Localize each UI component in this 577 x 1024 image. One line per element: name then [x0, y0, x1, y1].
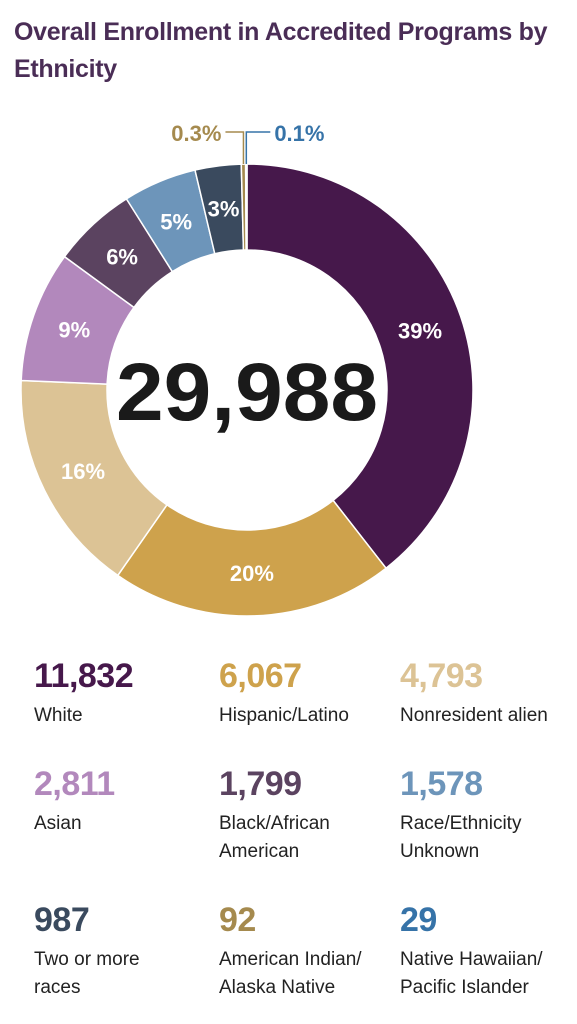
stat-number: 29: [400, 901, 437, 939]
stat-native-hawaiian-pacific-islander: 29 Native Hawaiian/Pacific Islander: [400, 900, 570, 1002]
donut-chart: 39% 20% 16% 9% 6% 5% 3% 0.3% 0.1% 29,988: [20, 121, 474, 617]
stat-number: 2,811: [34, 765, 115, 803]
stat-label: Nonresident alien: [400, 705, 548, 726]
callout-line: [245, 131, 271, 165]
stat-number: 92: [219, 901, 256, 939]
stat-black-african-american: 1,799 Black/African American: [219, 764, 389, 866]
stat-number: 4,793: [400, 657, 483, 695]
slice-percent-label: 20%: [230, 561, 274, 586]
stat-number: 11,832: [34, 657, 134, 695]
stat-label: Race/Ethnicity Unknown: [400, 813, 522, 862]
chart-title: Overall Enrollment in Accredited Program…: [14, 18, 548, 83]
slice-percent-label: 5%: [160, 209, 192, 234]
slice-percent-label: 3%: [208, 197, 240, 222]
total-label: 29,988: [116, 347, 378, 438]
stat-label: Hispanic/Latino: [219, 705, 349, 726]
callout-line: [225, 131, 245, 165]
stat-label: Native Hawaiian/Pacific Islander: [400, 949, 543, 998]
stat-number: 1,799: [219, 765, 302, 803]
stat-label: Two or more races: [34, 949, 140, 998]
stat-label: Black/African American: [219, 813, 330, 862]
slice-percent-label: 39%: [398, 318, 442, 343]
stat-american-indian-alaska-native: 92 American Indian/Alaska Native: [219, 900, 389, 1002]
stat-race-ethnicity-unknown: 1,578 Race/Ethnicity Unknown: [400, 764, 570, 866]
stat-label: White: [34, 705, 83, 726]
slice-percent-label: 0.3%: [171, 121, 221, 146]
stat-label: Asian: [34, 813, 82, 834]
stat-nonresident-alien: 4,793 Nonresident alien: [400, 656, 570, 730]
slice-percent-label: 16%: [61, 459, 105, 484]
slice-percent-label: 0.1%: [274, 121, 324, 146]
slice-percent-label: 9%: [58, 318, 90, 343]
stat-hispanic-latino: 6,067 Hispanic/Latino: [219, 656, 389, 730]
stat-number: 987: [34, 901, 90, 939]
donut-slice: [244, 163, 248, 251]
donut-slice: [246, 163, 474, 570]
stat-number: 6,067: [219, 657, 302, 695]
slice-percent-label: 6%: [106, 244, 138, 269]
stat-two-or-more-races: 987 Two or more races: [34, 900, 204, 1002]
stat-asian: 2,811 Asian: [34, 764, 204, 838]
stat-number: 1,578: [400, 765, 483, 803]
stat-label: American Indian/Alaska Native: [219, 949, 362, 998]
stat-white: 11,832 White: [34, 656, 204, 730]
